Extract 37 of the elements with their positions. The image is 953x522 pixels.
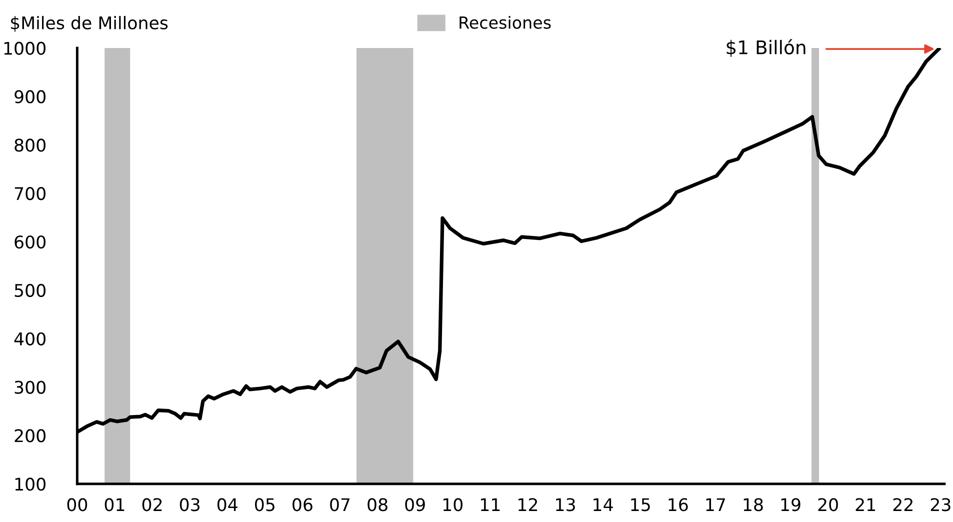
- x-tick-label: 09: [405, 498, 425, 512]
- x-tick-label: 10: [443, 498, 463, 512]
- x-tick-label: 21: [856, 498, 876, 511]
- x-tick-label: 14: [594, 498, 613, 511]
- y-axis-title: $Miles de Millones: [10, 16, 168, 32]
- x-tick-label: 08: [368, 498, 388, 512]
- x-tick-label: 22: [893, 498, 912, 511]
- y-tick-label: 900: [14, 90, 46, 104]
- legend-label: Recesiones: [460, 16, 551, 29]
- x-tick-label: 23: [930, 498, 950, 512]
- x-tick-label: 07: [330, 498, 350, 512]
- x-tick-label: 03: [180, 498, 200, 512]
- y-tick-label: 700: [14, 187, 46, 200]
- y-tick-label: 600: [14, 235, 46, 249]
- x-tick-label: 20: [818, 498, 838, 512]
- y-tick-label: 800: [14, 138, 46, 152]
- x-tick-label: 13: [556, 498, 575, 512]
- x-tick-label: 00: [67, 498, 88, 512]
- y-tick-label: 500: [14, 284, 46, 298]
- x-tick-label: 12: [518, 498, 538, 511]
- x-tick-label: 15: [631, 498, 650, 512]
- x-tick-label: 06: [292, 498, 312, 512]
- x-tick-label: 02: [142, 498, 162, 512]
- x-tick-label: 19: [781, 498, 800, 512]
- y-tick-label: 1000: [4, 42, 46, 55]
- x-tick-label: 11: [481, 498, 500, 511]
- x-tick-label: 04: [217, 498, 238, 512]
- x-tick-label: 18: [744, 498, 763, 512]
- y-tick-label: 300: [14, 380, 46, 394]
- y-tick-label: 400: [14, 332, 46, 346]
- x-tick-label: 17: [706, 498, 725, 511]
- annotation: $1 Billón: [726, 39, 806, 57]
- y-tick-label: 200: [14, 429, 46, 442]
- x-tick-label: 01: [104, 498, 124, 512]
- y-tick-label: 100: [15, 478, 46, 491]
- x-tick-label: 16: [668, 498, 688, 512]
- x-tick-label: 05: [255, 498, 274, 512]
